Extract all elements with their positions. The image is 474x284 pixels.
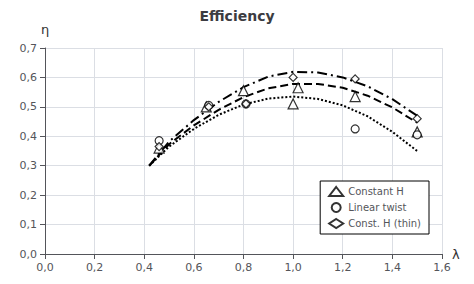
svg-text:0,6: 0,6	[185, 261, 203, 274]
svg-text:1,2: 1,2	[334, 261, 352, 274]
svg-text:0,2: 0,2	[86, 261, 104, 274]
svg-text:0,3: 0,3	[20, 159, 38, 172]
svg-text:1,0: 1,0	[284, 261, 302, 274]
svg-text:1,6: 1,6	[433, 261, 451, 274]
svg-text:0,7: 0,7	[20, 42, 38, 55]
svg-text:Constant H: Constant H	[348, 186, 404, 197]
svg-text:0,2: 0,2	[20, 189, 38, 202]
svg-text:0,8: 0,8	[235, 261, 253, 274]
svg-text:0,6: 0,6	[20, 71, 38, 84]
svg-text:Linear twist: Linear twist	[348, 202, 406, 213]
svg-text:λ: λ	[452, 247, 460, 262]
svg-text:0,0: 0,0	[36, 261, 54, 274]
svg-text:Efficiency: Efficiency	[199, 8, 274, 24]
svg-text:0,4: 0,4	[20, 130, 38, 143]
svg-text:0,4: 0,4	[136, 261, 154, 274]
svg-text:Const. H (thin): Const. H (thin)	[348, 218, 421, 229]
svg-text:0,1: 0,1	[20, 218, 38, 231]
svg-text:0,5: 0,5	[20, 100, 38, 113]
svg-text:η: η	[41, 22, 49, 37]
svg-text:1,4: 1,4	[384, 261, 402, 274]
svg-text:0,0: 0,0	[20, 248, 38, 261]
